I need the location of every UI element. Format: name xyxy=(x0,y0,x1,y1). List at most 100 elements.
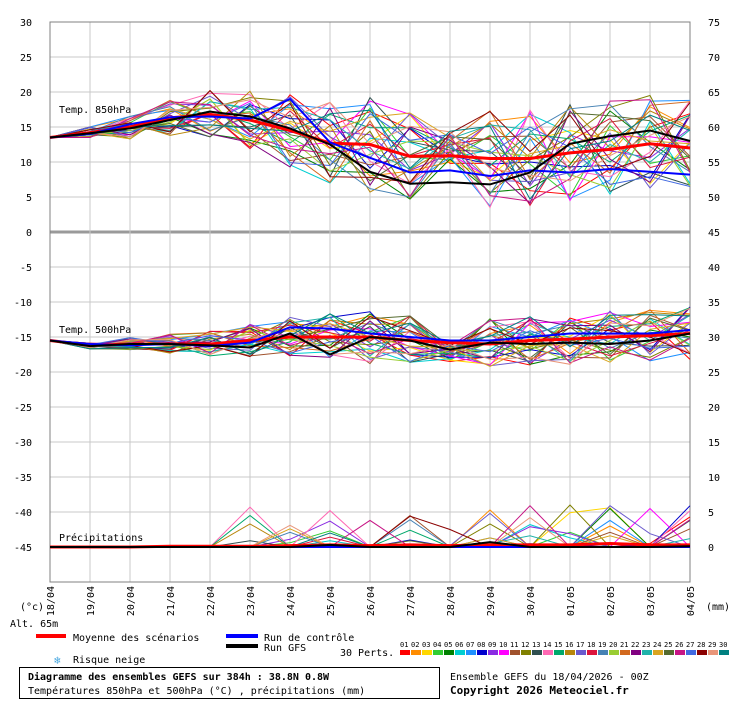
x-tick-label: 22/04 xyxy=(206,586,217,616)
pert-swatch xyxy=(488,650,498,655)
left-tick-label: 20 xyxy=(20,88,32,99)
pert-number: 20 xyxy=(609,641,617,649)
series-line xyxy=(49,97,691,178)
footer-run: Ensemble GEFS du 18/04/2026 - 00Z xyxy=(450,672,649,683)
left-tick-label: -20 xyxy=(14,368,32,379)
left-tick-label: 10 xyxy=(20,158,32,169)
left-axis: 30 25 20 15 10 5 0 -5 -10 -15 -20 -25 -30 -35 -40 -45 xyxy=(14,18,32,554)
pert-swatch xyxy=(532,650,542,655)
pert-swatch xyxy=(543,650,553,655)
pert-number: 07 xyxy=(466,641,474,649)
pert-swatch xyxy=(664,650,674,655)
pert-line xyxy=(49,317,691,364)
pert-number: 28 xyxy=(697,641,705,649)
pert-number: 19 xyxy=(598,641,606,649)
series-line xyxy=(49,110,691,186)
pert-number: 22 xyxy=(631,641,639,649)
right-tick-label: 65 xyxy=(708,88,720,99)
series-layer xyxy=(49,89,691,549)
footer-box: Diagramme des ensembles GEFS sur 384h : … xyxy=(19,667,440,699)
right-tick-label: 0 xyxy=(708,543,714,554)
pert-number: 09 xyxy=(488,641,496,649)
legend-mean: Moyenne des scénarios xyxy=(73,632,199,644)
left-tick-label: -35 xyxy=(14,473,32,484)
pert-number: 02 xyxy=(411,641,419,649)
legend-snow: Risque neige xyxy=(73,655,145,666)
pert-line xyxy=(49,316,691,358)
pert-swatch xyxy=(554,650,564,655)
x-tick-label: 29/04 xyxy=(486,586,497,616)
left-tick-label: -30 xyxy=(14,438,32,449)
footer-copyright: Copyright 2026 Meteociel.fr xyxy=(450,684,629,697)
pert-line xyxy=(49,89,691,183)
pert-swatch xyxy=(477,650,487,655)
x-tick-label: 02/05 xyxy=(606,586,617,616)
x-tick-label: 28/04 xyxy=(446,586,457,616)
right-tick-label: 5 xyxy=(708,508,714,519)
right-tick-label: 70 xyxy=(708,53,720,64)
x-tick-label: 26/04 xyxy=(366,586,377,616)
pert-swatch xyxy=(653,650,663,655)
pert-swatch xyxy=(400,650,410,655)
pert-swatch xyxy=(433,650,443,655)
x-tick-label: 27/04 xyxy=(406,586,417,616)
label-850hpa: Temp. 850hPa xyxy=(59,105,131,116)
right-tick-label: 30 xyxy=(708,333,720,344)
pert-swatch xyxy=(631,650,641,655)
label-precip: Précipitations xyxy=(59,532,143,544)
x-tick-label: 03/05 xyxy=(646,586,657,616)
x-axis: 18/04 19/04 20/04 21/04 22/04 23/04 24/04 25/04… xyxy=(46,586,697,616)
pert-swatch xyxy=(521,650,531,655)
pert-number: 13 xyxy=(532,641,540,649)
legend-gfs: Run GFS xyxy=(264,643,306,654)
pert-swatch xyxy=(675,650,685,655)
pert-line xyxy=(49,307,691,365)
pert-number: 30 xyxy=(719,641,727,649)
left-tick-label: 25 xyxy=(20,53,32,64)
pert-swatch xyxy=(620,650,630,655)
pert-number: 14 xyxy=(543,641,551,649)
footer-subtitle: Températures 850hPa et 500hPa (°C) , pré… xyxy=(28,685,365,697)
pert-swatch xyxy=(708,650,718,655)
perts-label: 30 Perts. xyxy=(340,648,394,659)
legend-control: Run de contrôle xyxy=(264,632,354,644)
pert-swatch xyxy=(609,650,619,655)
series-line xyxy=(49,332,691,356)
x-tick-label: 21/04 xyxy=(166,586,177,616)
pert-number: 18 xyxy=(587,641,595,649)
pert-number: 24 xyxy=(653,641,661,649)
pert-swatch xyxy=(466,650,476,655)
x-tick-label: 30/04 xyxy=(526,586,537,616)
left-tick-label: -15 xyxy=(14,333,32,344)
pert-number: 26 xyxy=(675,641,683,649)
right-tick-label: 20 xyxy=(708,403,720,414)
footer-title: Diagramme des ensembles GEFS sur 384h : … xyxy=(28,671,330,683)
legend: Moyenne des scénarios Run de contrôle Ru… xyxy=(36,632,729,667)
pert-swatch xyxy=(510,650,520,655)
plot-frame xyxy=(49,21,691,583)
pert-swatch xyxy=(686,650,696,655)
pert-number: 05 xyxy=(444,641,452,649)
left-tick-label: -40 xyxy=(14,508,32,519)
right-tick-label: 15 xyxy=(708,438,720,449)
pert-swatch xyxy=(598,650,608,655)
pert-swatch xyxy=(499,650,509,655)
pert-number: 17 xyxy=(576,641,584,649)
pert-legend: 01 02 03 04 05 06 07 08 09 10 11 12 13 14 15 16 17 18 19 20… xyxy=(400,641,729,655)
series-line xyxy=(50,541,691,548)
pert-line xyxy=(49,109,691,201)
pert-number: 23 xyxy=(642,641,650,649)
x-tick-label: 04/05 xyxy=(686,586,697,616)
pert-line xyxy=(49,90,691,193)
left-tick-label: -5 xyxy=(20,263,32,274)
right-tick-label: 25 xyxy=(708,368,720,379)
right-tick-label: 40 xyxy=(708,263,720,274)
right-tick-label: 55 xyxy=(708,158,720,169)
right-tick-label: 45 xyxy=(708,228,720,239)
pert-number: 12 xyxy=(521,641,529,649)
right-unit: (mm) xyxy=(706,602,730,613)
pert-number: 06 xyxy=(455,641,463,649)
snowflake-icon: ❄ xyxy=(54,654,61,667)
pert-number: 16 xyxy=(565,641,573,649)
